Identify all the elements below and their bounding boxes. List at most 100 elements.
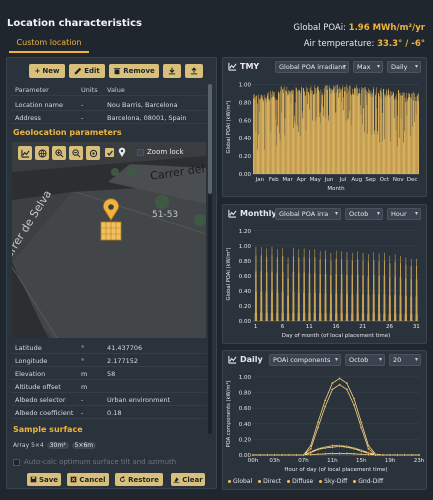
upload-icon <box>190 67 198 75</box>
edit-icon <box>75 67 82 75</box>
map-canvas <box>12 156 206 338</box>
series-point <box>410 453 414 457</box>
y-tick-label: 0.40 <box>239 289 252 295</box>
location-marker[interactable] <box>98 198 124 242</box>
locate-button[interactable] <box>86 146 100 160</box>
series-point <box>360 420 363 424</box>
x-tick-label: 6 <box>281 324 285 330</box>
series-point <box>367 447 370 451</box>
restore-button[interactable]: Restore <box>115 473 163 486</box>
autocalc-option[interactable]: Auto-calc optimum surface tilt and azimu… <box>13 458 176 466</box>
table-row[interactable]: Albedo coefficient - 0.18 <box>11 407 207 419</box>
map-checkbox[interactable] <box>105 148 114 157</box>
table-row[interactable]: Albedo selector - Urban environment <box>11 394 207 406</box>
remove-button[interactable]: Remove <box>109 64 159 78</box>
y-tick-label: 0.20 <box>239 154 252 160</box>
x-tick-label: 31 <box>413 324 420 330</box>
daily-variable-select[interactable]: POAi components <box>269 354 341 366</box>
table-row[interactable]: Altitude offset m <box>11 381 207 393</box>
x-tick-label: Sep <box>365 177 376 183</box>
x-axis-label: Hour of day (of local placement time) <box>284 467 387 473</box>
scroll-thumb[interactable] <box>208 84 212 194</box>
location-map[interactable]: Zoom lock Carrer del 51-53 Carrer de Sel… <box>12 142 206 338</box>
series-point <box>352 452 356 456</box>
table-row[interactable]: Elevation m 58 <box>11 368 207 380</box>
monthly-month-select[interactable]: Octob <box>345 208 383 220</box>
series-point <box>360 452 363 456</box>
legend-item[interactable]: Gnd-Diff <box>352 478 383 485</box>
table-row[interactable]: Longitude ° 2.177152 <box>11 355 207 367</box>
x-tick-label: Jan <box>255 177 265 183</box>
series-point <box>316 426 320 429</box>
legend-item[interactable]: Global <box>227 478 252 485</box>
x-tick-label: 19h <box>385 458 396 464</box>
y-tick-label: 0.80 <box>239 259 252 265</box>
monthly-chart[interactable]: 0.00 0.20 0.40 0.60 0.80 1.00 1.20 Global POAi … <box>223 223 428 345</box>
x-tick-label: 11h <box>327 458 338 464</box>
x-tick-label: May <box>310 177 322 183</box>
geolocation-title: Geolocation parameters <box>13 128 122 137</box>
series-point <box>374 453 377 457</box>
x-tick-label: Feb <box>269 177 279 183</box>
edit-button[interactable]: Edit <box>69 64 105 78</box>
globe-icon <box>37 148 47 158</box>
monthly-variable-select[interactable]: Global POA irra <box>275 208 341 220</box>
zoom-lock-checkbox[interactable] <box>137 148 144 156</box>
tmy-aggregate-select[interactable]: Max <box>353 61 383 73</box>
new-button[interactable]: + New <box>29 64 65 78</box>
daily-day-select[interactable]: 20 <box>389 354 421 366</box>
y-tick-label: 1.00 <box>239 375 252 381</box>
x-tick-label: 11 <box>306 324 313 330</box>
series-point <box>345 452 349 455</box>
scrollbar[interactable] <box>208 84 212 434</box>
series-point <box>266 453 269 457</box>
x-tick-label: Jul <box>339 177 347 183</box>
table-row[interactable]: Address - Barcelona, 08001, Spain <box>11 112 207 124</box>
series-point <box>316 452 320 456</box>
daily-chart-panel: Daily POAi components Octob 20 0.000.200… <box>222 350 427 490</box>
monthly-chart-panel: Monthly Global POA irra Octob Hour 0.000… <box>222 204 427 344</box>
x-tick-label: 26 <box>386 324 393 330</box>
autocalc-checkbox[interactable] <box>13 458 20 466</box>
monthly-resolution-select[interactable]: Hour <box>387 208 421 220</box>
series-point <box>323 405 327 408</box>
map-globe-button[interactable] <box>35 146 49 160</box>
close-icon <box>71 476 77 483</box>
series-point <box>417 453 421 457</box>
global-poa-summary: Global POAi: 1.96 MWh/m²/yr <box>293 23 425 33</box>
legend-item[interactable]: Sky-Diff <box>318 478 347 485</box>
y-tick-label: 0.00 <box>239 319 252 325</box>
save-button[interactable]: Save <box>27 473 61 486</box>
zoom-in-button[interactable] <box>52 146 66 160</box>
tmy-resolution-select[interactable]: Daily <box>387 61 421 73</box>
y-axis-label: POA components (kW/m²) <box>226 380 232 447</box>
legend-item[interactable]: Diffuse <box>286 478 313 485</box>
tab-custom-location[interactable]: Custom location <box>9 38 89 53</box>
y-axis-label: Global POAi (kW/m²) <box>226 247 232 300</box>
x-tick-label: 07h <box>298 458 309 464</box>
map-chart-button[interactable] <box>18 146 32 160</box>
download-button[interactable] <box>163 64 181 78</box>
x-tick-label: 21 <box>359 324 366 330</box>
zoom-out-button[interactable] <box>69 146 83 160</box>
tmy-chart[interactable]: 0.00 0.20 0.40 0.60 0.80 1.00 Global POAi (kW/… <box>223 76 428 198</box>
cancel-button[interactable]: Cancel <box>67 473 109 486</box>
x-tick-label: 00h <box>248 458 259 464</box>
x-tick-label: Apr <box>297 177 307 183</box>
upload-button[interactable] <box>185 64 203 78</box>
clear-button[interactable]: Clear <box>171 473 205 486</box>
table-row[interactable]: Latitude ° 41.437706 <box>11 342 207 354</box>
series-point <box>316 420 320 424</box>
tmy-variable-select[interactable]: Global POA irradianc <box>275 61 349 73</box>
legend-item[interactable]: Direct <box>257 478 281 485</box>
page-title: Location characteristics <box>7 18 142 29</box>
daily-chart[interactable]: 0.00 0.20 0.40 0.60 0.80 1.00 POA components (… <box>223 369 428 477</box>
table-row[interactable]: Location name - Nou Barris, Barcelona <box>11 99 207 111</box>
series-point <box>323 399 327 402</box>
series-point <box>360 449 363 453</box>
y-tick-label: 0.60 <box>239 118 252 124</box>
series-point <box>251 453 255 457</box>
zoom-lock-toggle[interactable]: Zoom lock <box>137 148 184 156</box>
daily-month-select[interactable]: Octob <box>345 354 385 366</box>
series-point <box>352 397 356 401</box>
